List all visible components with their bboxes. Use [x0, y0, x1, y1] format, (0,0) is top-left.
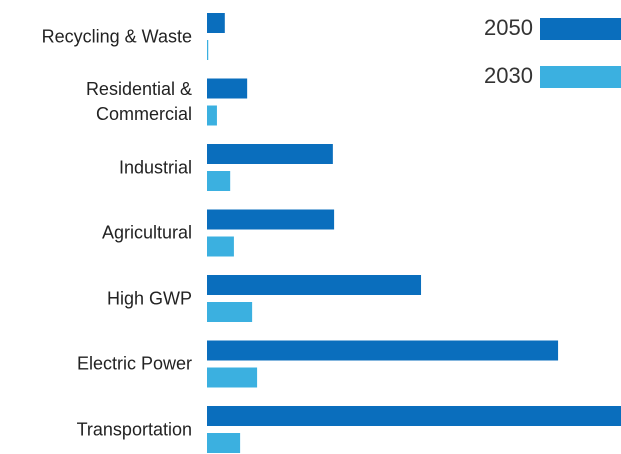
- legend-label: 2030: [484, 63, 533, 88]
- category-label: Recycling & Waste: [41, 26, 192, 46]
- bar: [207, 171, 231, 191]
- bar: [207, 209, 335, 230]
- bar: [207, 367, 258, 388]
- bar: [207, 406, 621, 426]
- bar: [207, 236, 234, 257]
- legend-swatch: [540, 66, 621, 88]
- legend-swatch: [540, 18, 621, 40]
- legend-label: 2050: [484, 15, 533, 40]
- category-label: Transportation: [76, 419, 192, 439]
- bar: [207, 40, 209, 60]
- category-label: Electric Power: [76, 353, 192, 374]
- category-label: High GWP: [106, 288, 192, 308]
- category-label: Residential & Commercial: [85, 79, 192, 124]
- bar: [207, 144, 333, 164]
- bar: [207, 78, 248, 99]
- category-label: Industrial: [118, 157, 192, 177]
- category-label: Agricultural: [101, 222, 192, 243]
- bar: [207, 340, 559, 361]
- bar: [207, 105, 217, 126]
- bar: [207, 275, 422, 295]
- bar: [207, 433, 241, 453]
- bar: [207, 13, 225, 33]
- bar: [207, 302, 253, 322]
